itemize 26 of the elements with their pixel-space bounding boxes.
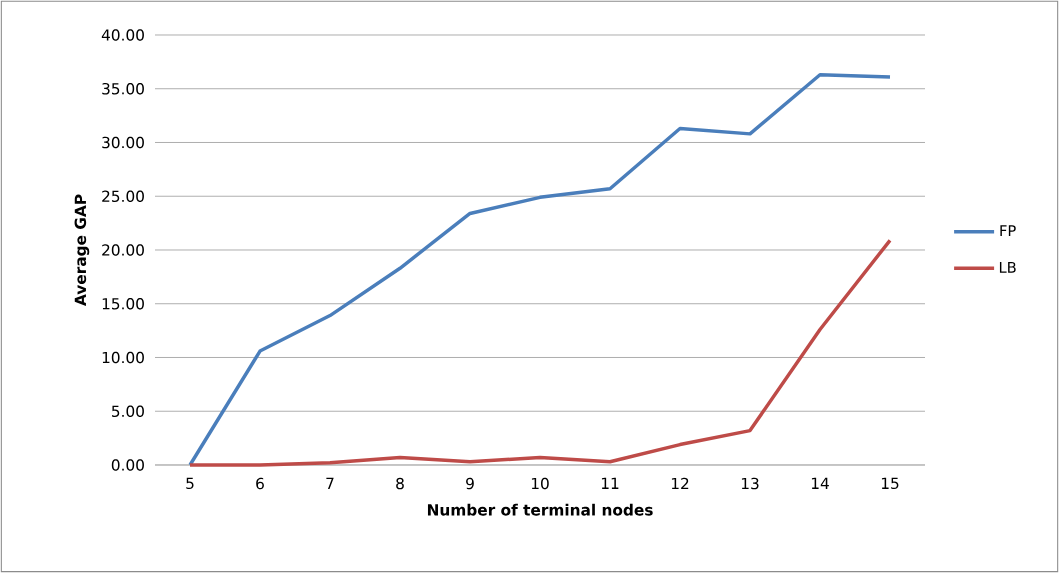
y-tick-label: 40.00 xyxy=(101,29,144,41)
y-tick-label: 5.00 xyxy=(112,405,144,418)
x-axis-title: Number of terminal nodes xyxy=(427,503,653,516)
y-tick-label: 0.00 xyxy=(111,459,144,471)
legend-label: FP xyxy=(1000,225,1016,236)
x-tick-label: 12 xyxy=(671,477,689,490)
x-tick-label: 7 xyxy=(326,477,334,489)
y-tick-label: 20.00 xyxy=(102,244,144,256)
legend-label: LB xyxy=(999,262,1016,273)
x-tick-label: 9 xyxy=(466,477,474,490)
x-tick-label: 13 xyxy=(741,477,759,490)
x-tick-label: 10 xyxy=(531,477,549,490)
x-tick-label: 14 xyxy=(811,477,829,489)
y-tick-label: 15.00 xyxy=(102,297,144,310)
x-tick-label: 11 xyxy=(601,477,619,489)
x-tick-label: 15 xyxy=(881,477,899,490)
line-series xyxy=(188,238,892,467)
y-tick-label: 30.00 xyxy=(102,136,144,149)
x-tick-label: 5 xyxy=(186,477,194,490)
x-tick-label: 6 xyxy=(256,477,264,490)
x-tick-label: 8 xyxy=(396,477,404,490)
y-tick-label: 10.00 xyxy=(102,351,144,364)
line-series xyxy=(188,73,892,467)
y-axis-title: Average GAP xyxy=(74,194,90,306)
y-tick-label: 35.00 xyxy=(102,82,144,95)
y-tick-label: 25.00 xyxy=(102,190,144,203)
